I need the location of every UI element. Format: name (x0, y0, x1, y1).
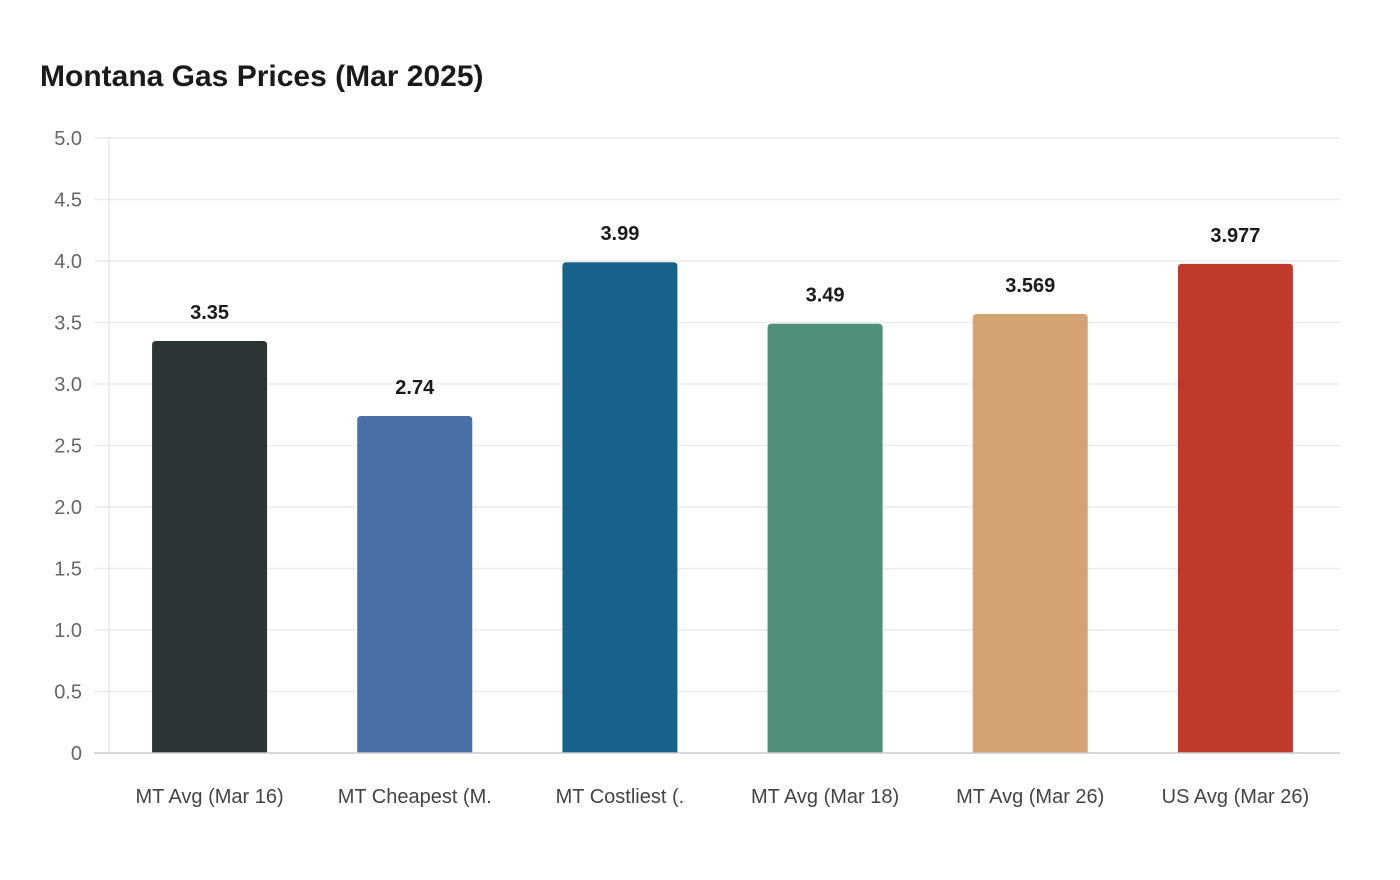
data-label: 2.74 (395, 377, 435, 399)
y-tick-label: 3.0 (54, 374, 82, 396)
y-tick-label: 1.5 (54, 559, 82, 581)
bar (152, 340, 268, 753)
bar (357, 415, 473, 753)
y-tick-label: 4.5 (54, 190, 82, 212)
y-tick-label: 1.0 (54, 620, 82, 642)
x-tick-label: US Avg (Mar 26) (1162, 786, 1309, 808)
x-tick-label: MT Cheapest (M. (338, 786, 492, 808)
y-tick-label: 2.0 (54, 497, 82, 519)
bar (1177, 263, 1293, 753)
y-tick-label: 0.5 (54, 682, 82, 704)
data-label: 3.99 (600, 223, 639, 245)
y-tick-label: 4.0 (54, 251, 82, 273)
chart-title: Montana Gas Prices (Mar 2025) (40, 60, 484, 93)
x-tick-label: MT Avg (Mar 26) (956, 786, 1104, 808)
y-tick-label: 2.5 (54, 436, 82, 458)
data-label: 3.35 (190, 302, 229, 324)
bar (767, 323, 883, 753)
y-tick-label: 0 (71, 743, 82, 765)
data-label: 3.569 (1005, 275, 1055, 297)
x-tick-label: MT Avg (Mar 18) (751, 786, 899, 808)
bar (972, 314, 1088, 753)
bar (562, 262, 678, 753)
data-label: 3.49 (806, 285, 845, 307)
x-tick-label: MT Costliest (. (556, 786, 685, 808)
y-tick-label: 3.5 (54, 313, 82, 335)
data-label: 3.977 (1210, 225, 1260, 247)
y-tick-label: 5.0 (54, 128, 82, 150)
x-tick-label: MT Avg (Mar 16) (135, 786, 283, 808)
